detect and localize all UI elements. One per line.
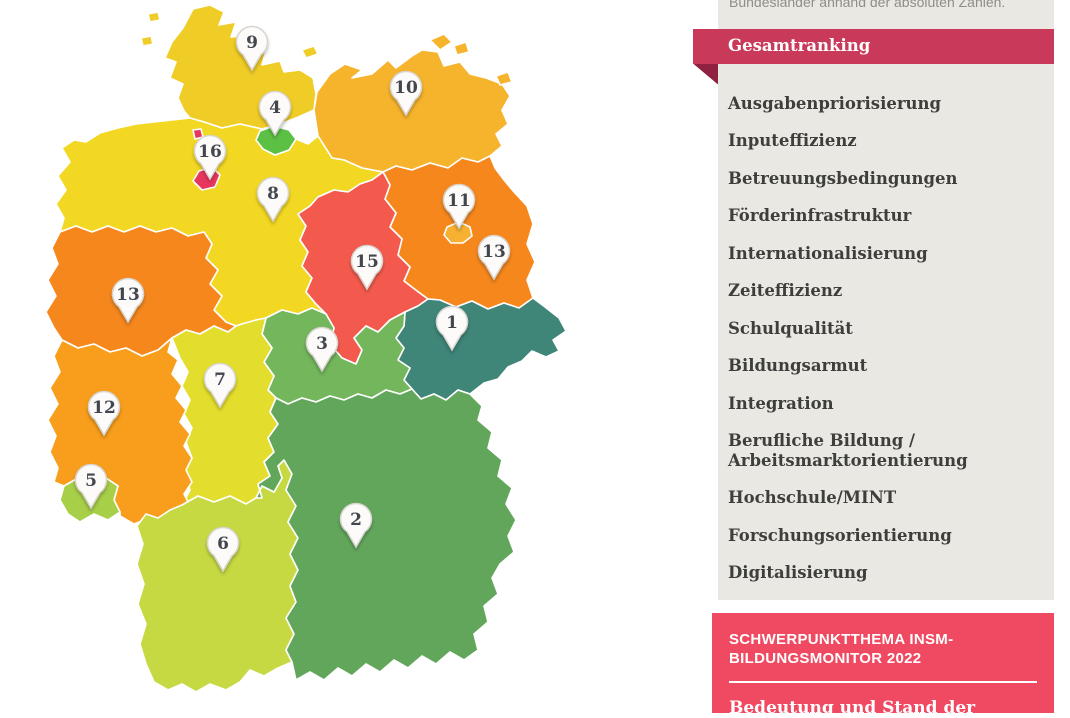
pin-rank-number: 15 [355, 252, 379, 272]
pin-rank-number: 4 [269, 98, 281, 118]
promo-link[interactable]: Bedeutung und Stand der [729, 698, 976, 713]
pin-rank-number: 10 [394, 78, 418, 98]
sidebar-menu: Gesamtranking Ausgabenpriorisierung Inpute… [693, 0, 1054, 592]
island-usedom[interactable] [495, 71, 513, 86]
map-pin-bayern[interactable]: 2 [339, 502, 373, 549]
map-pin-bremen[interactable]: 16 [193, 134, 227, 181]
island-amrum[interactable] [140, 35, 154, 47]
map-pin-thueringen[interactable]: 3 [305, 326, 339, 373]
state-mecklenburg-vorpommern[interactable] [313, 49, 511, 173]
state-bayern[interactable] [255, 388, 517, 681]
sidebar-item[interactable]: Förderinfrastruktur [728, 206, 912, 225]
pin-rank-number: 5 [85, 471, 97, 491]
map-pin-baden-wuerttemberg[interactable]: 6 [206, 526, 240, 573]
pin-rank-number: 11 [447, 191, 471, 211]
island-ruegen-2[interactable] [453, 41, 470, 56]
island-ruegen[interactable] [429, 33, 453, 51]
pin-rank-number: 13 [482, 242, 506, 262]
germany-ranking-map: 1 2 3 4 5 6 7 8 9 10 11 12 13 13 15 16 [45, 4, 567, 693]
map-pin-nordrhein-westfalen[interactable]: 13 [111, 277, 145, 324]
sidebar-item[interactable]: Betreuungsbedingungen [728, 168, 958, 188]
map-pin-hessen[interactable]: 7 [203, 362, 237, 409]
promo-title: SCHWERPUNKTTHEMA INSM-BILDUNGSMONITOR 20… [729, 631, 954, 667]
intro-text: Bundesländer anhand der absoluten Zahlen… [729, 0, 1006, 10]
sidebar-item[interactable]: Integration [728, 393, 834, 413]
pin-rank-number: 7 [214, 370, 226, 390]
map-pin-saarland[interactable]: 5 [74, 463, 108, 510]
sidebar-item[interactable]: Inputeffizienz [728, 131, 857, 150]
map-pin-sachsen[interactable]: 1 [435, 305, 469, 352]
sidebar-item-active[interactable]: Gesamtranking [693, 29, 1054, 85]
state-schleswig-holstein[interactable] [164, 4, 317, 130]
sidebar-item[interactable]: Ausgabenpriorisierung [728, 93, 942, 113]
state-sachsen[interactable] [395, 297, 567, 401]
map-pin-schleswig-holstein[interactable]: 9 [235, 25, 269, 72]
pin-rank-number: 16 [198, 142, 222, 162]
map-pin-brandenburg[interactable]: 13 [477, 234, 511, 281]
pin-rank-number: 13 [116, 285, 140, 305]
pin-rank-number: 1 [446, 313, 458, 333]
sidebar-item[interactable]: Digitalisierung [728, 563, 868, 582]
pin-rank-number: 2 [350, 510, 362, 530]
map-pin-niedersachsen[interactable]: 8 [256, 176, 290, 223]
sidebar-item[interactable]: Internationalisierung [728, 243, 928, 263]
sidebar-item[interactable]: Forschungsorientierung [728, 525, 952, 545]
sidebar-item[interactable]: Bildungsarmut [728, 356, 868, 375]
promo-box[interactable]: SCHWERPUNKTTHEMA INSM-BILDUNGSMONITOR 20… [712, 613, 1054, 713]
pin-rank-number: 9 [246, 33, 258, 53]
map-pin-berlin[interactable]: 11 [442, 183, 476, 230]
map-pin-hamburg[interactable]: 4 [258, 90, 292, 137]
map-pin-mecklenburg-vorpommern[interactable]: 10 [389, 70, 423, 117]
pin-rank-number: 6 [217, 534, 229, 554]
pin-rank-number: 12 [92, 398, 116, 418]
ribbon-fold [693, 63, 718, 85]
sidebar-item[interactable]: Schulqualität [728, 318, 853, 338]
island-sylt[interactable] [147, 11, 161, 23]
sidebar-item[interactable]: Hochschule/MINT [728, 488, 897, 507]
island-fehmarn[interactable] [301, 45, 319, 59]
pin-rank-number: 8 [267, 184, 279, 204]
map-pin-rheinland-pfalz[interactable]: 12 [87, 390, 121, 437]
sidebar-item[interactable]: Zeiteffizienz [728, 281, 843, 300]
promo-divider [729, 681, 1037, 683]
sidebar: Bundesländer anhand der absoluten Zahlen… [693, 0, 1054, 600]
sidebar-item[interactable]: Berufliche Bildung / Arbeitsmarktorienti… [728, 431, 968, 470]
pin-rank-number: 3 [316, 334, 328, 354]
map-pin-sachsen-anhalt[interactable]: 15 [350, 244, 384, 291]
